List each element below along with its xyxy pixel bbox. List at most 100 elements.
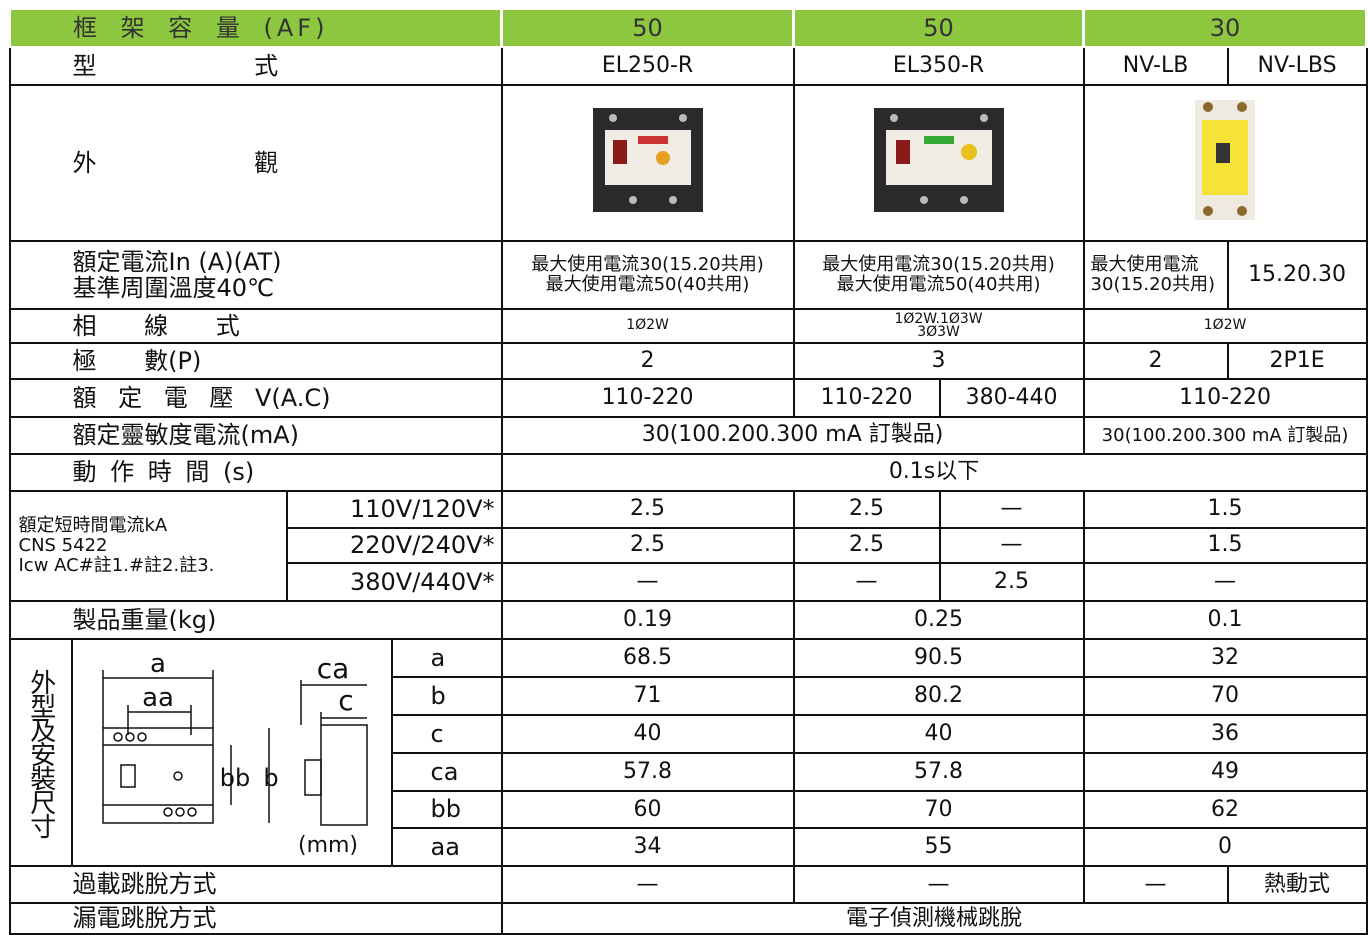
table-cell: 電子偵測機械跳脫 [500,902,1368,935]
table-cell: a aa ca c bb b (mm) [70,637,393,868]
table-cell: 額定靈敏度電流(mA) [8,416,503,455]
table-cell: 熱動式 [1226,865,1368,905]
drawing-label: aa [142,683,174,713]
table-cell: 70 [792,790,1085,830]
table-row: 額 定 電 壓 V(A.C) 110-220 110-220 380-440 110-2… [8,378,1368,418]
table-cell: 2 [1082,342,1229,380]
table-cell: 15.20.30 [1226,240,1368,310]
drawing-label: a [150,649,166,679]
table-row: 220V/240V* 2.5 2.5—1.5 [10,527,1368,564]
table-cell: bb [390,790,503,830]
table-cell: 2P1E [1226,342,1368,380]
table-cell: 額定電流In (A)(AT) 基準周圍溫度40℃ [8,240,503,310]
table-cell: 2.5 [500,527,795,564]
table-row: ca 57.8 57.8 49 [10,752,1368,793]
table-row: c 40 40 36 [10,714,1368,755]
table-cell: 極 數(P) [8,342,503,380]
cell-text: 最大使用電流30(15.20共用) [531,254,764,276]
table-cell: 動 作 時 間 (s) [8,453,503,492]
table-cell: c [390,714,503,755]
table-cell: — [938,527,1085,564]
table-cell: 最大使用電流30(15.20共用) 最大使用電流50(40共用) [792,240,1085,310]
table-cell: NV-LB [1082,46,1229,86]
table-cell: 57.8 [500,752,795,793]
table-row: 380V/440V* — —2.5— [10,562,1368,602]
table-cell: 1Ø2W [1082,308,1368,344]
table-cell: 1Ø2W [500,308,795,344]
table-row: 額定短時間電流kA CNS 5422 Icw AC#註1.#註2.註3. 110V/1… [8,490,1368,602]
table-cell: 80.2 [792,676,1085,717]
table-cell: 60 [500,790,795,830]
table-row: 型 式 EL250-R EL350-R NV-LB NV-LBS [8,46,1368,86]
table-cell: NV-LBS [1226,46,1368,86]
table-cell: 110-220 [1082,378,1368,418]
table-cell: 0.19 [500,600,795,640]
table-cell [500,84,795,242]
cell-text: 額定電流In (A)(AT) [72,247,282,276]
table-row: b 71 80.2 70 [10,676,1368,717]
table-cell: 型 式 [8,46,503,86]
table-cell: b [390,676,503,717]
table-cell: 0.1s以下 [500,453,1368,492]
cell-text: 3Ø3W [917,324,960,340]
table-cell: — [1082,865,1229,905]
table-row: 框 架 容 量 (AF) 50 50 30 [7,8,1369,48]
table-cell: ca [390,752,503,793]
cell-text: 最大使用電流50(40共用) [545,274,750,295]
table-cell: 1Ø2W.1Ø3W 3Ø3W [792,308,1085,344]
breaker-image [592,107,703,212]
table-row: 額定靈敏度電流(mA) 30(100.200.300 mA 訂製品) 30(100.… [8,416,1368,455]
table-cell: — [792,865,1085,905]
cell-text: 最大使用電流30(15.20共用) [822,254,1055,276]
table-cell: 外型及安裝尺寸 [8,637,73,868]
table-cell: 2.5 [792,527,941,564]
table-row: 外型及安裝尺寸 a aa ca c bb b (mm) a 68.5 90.5 32 [8,637,1368,868]
table-cell: 2 [500,342,795,380]
table-cell: 0 [1082,827,1368,868]
breaker-image [873,107,1004,212]
table-cell: 額 定 電 壓 V(A.C) [8,378,503,418]
table-cell: 50 [792,8,1086,48]
table-cell: 額定短時間電流kA CNS 5422 Icw AC#註1.#註2.註3. [8,490,288,602]
table-cell: 110-220 [792,378,941,418]
table-cell: EL250-R [500,46,795,86]
table-row: 動 作 時 間 (s) 0.1s以下 [8,453,1368,492]
table-cell: a [390,637,503,679]
unit-label: (mm) [297,833,357,858]
table-cell: — [1082,562,1368,602]
table-cell: 34 [500,827,795,868]
cell-text: 基準周圍溫度40℃ [72,274,275,302]
table-cell: 57.8 [792,752,1085,793]
table-cell: 3 [792,342,1085,380]
drawing-label: ca [316,652,349,685]
table-cell: 製品重量(kg) [8,600,503,640]
table-cell: 110V/120V* [285,490,503,529]
table-cell: 相 線 式 [8,308,503,344]
table-cell [792,84,1085,242]
table-cell [1082,84,1368,242]
table-cell: 框 架 容 量 (AF) [7,8,504,48]
table-cell: — [500,865,795,905]
table-row: 極 數(P) 2 3 2 2P1E [8,342,1368,380]
table-cell: 30(100.200.300 mA 訂製品) [500,416,1085,455]
table-cell: 最大使用電流30(15.20共用) [1082,240,1229,310]
table-row: 漏電跳脫方式 電子偵測機械跳脫 [8,902,1368,935]
table-row: 相 線 式 1Ø2W 1Ø2W.1Ø3W 3Ø3W 1Ø2W [8,308,1368,344]
table-cell: 1.5 [1082,527,1368,564]
table-cell: 62 [1082,790,1368,830]
table-cell: 最大使用電流30(15.20共用) 最大使用電流50(40共用) [500,240,795,310]
table-cell: 71 [500,676,795,717]
cell-text: Icw AC#註1.#註2.註3. [18,554,215,576]
cell-text: 1Ø2W.1Ø3W [894,310,983,327]
table-cell: 1.5 [1082,490,1368,529]
table-cell: aa [390,827,503,868]
table-cell: 2.5 [500,490,795,529]
table-cell: 90.5 [792,637,1085,679]
table-cell: 40 [792,714,1085,755]
table-row: 額定電流In (A)(AT) 基準周圍溫度40℃ 最大使用電流30(15.20共用… [8,240,1368,310]
table-row: 外 觀 [8,84,1368,242]
table-cell: 380V/440V* [285,562,503,602]
table-cell: EL350-R [792,46,1085,86]
table-cell: 2.5 [938,562,1085,602]
